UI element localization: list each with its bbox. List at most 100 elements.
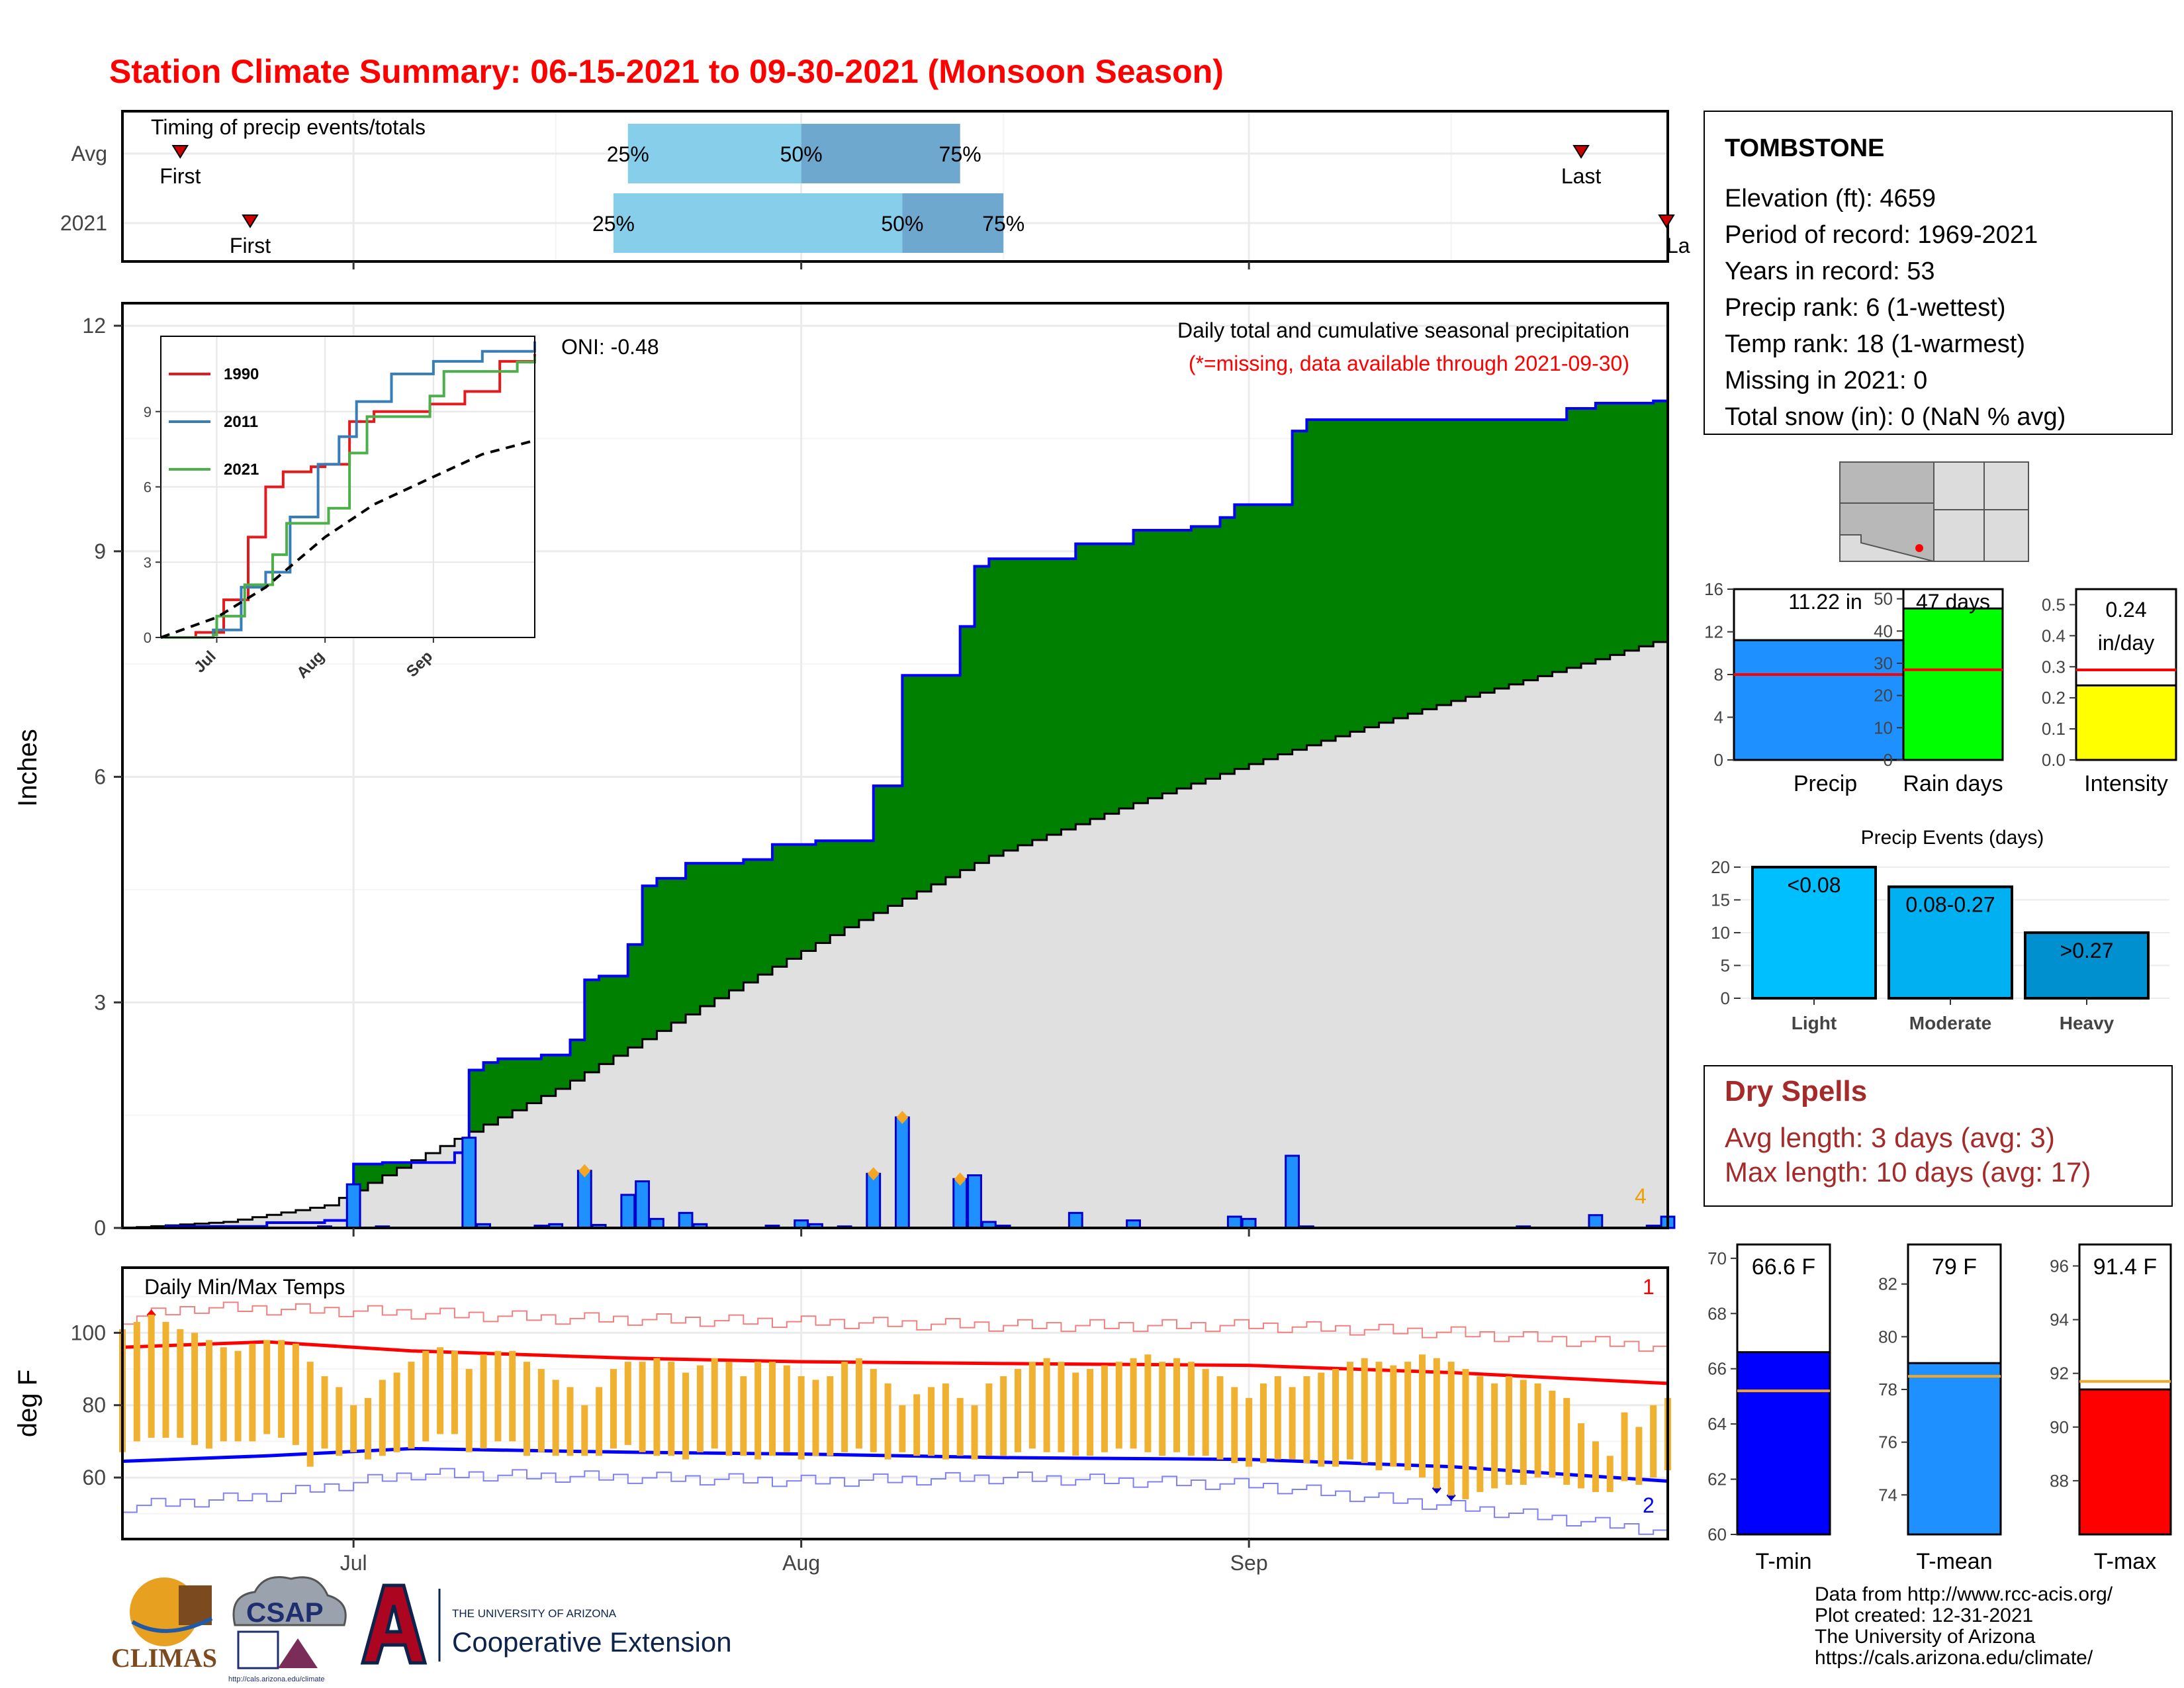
daily-temp-bar bbox=[740, 1376, 747, 1456]
daily-temp-bar bbox=[1635, 1427, 1643, 1485]
summary-bar-y-tick-label: 0 bbox=[1884, 750, 1893, 770]
dry-spells-box: Dry Spells Avg length: 3 days (avg: 3) M… bbox=[1704, 1065, 2173, 1207]
temperature-ylabel: deg F bbox=[13, 1370, 42, 1437]
daily-temp-bar bbox=[1462, 1369, 1469, 1499]
inset-y-tick-label: 3 bbox=[144, 554, 152, 571]
temp-summary-y-tick-label: 74 bbox=[1878, 1485, 1897, 1505]
daily-temp-bar bbox=[1505, 1376, 1512, 1485]
page-title: Station Climate Summary: 06-15-2021 to 0… bbox=[109, 53, 1224, 90]
daily-temp-bar bbox=[465, 1369, 473, 1452]
daily-precip-bar bbox=[1068, 1211, 1083, 1229]
summary-bar-y-tick-label: 40 bbox=[1874, 621, 1893, 641]
daily-temp-bar bbox=[1650, 1405, 1657, 1478]
daily-temp-bar bbox=[220, 1347, 227, 1442]
daily-precip-bar bbox=[866, 1172, 882, 1229]
ua-logo-big-text: Cooperative Extension bbox=[452, 1626, 732, 1658]
daily-precip-bar bbox=[1241, 1217, 1257, 1229]
precip-events-bar-moderate bbox=[1888, 885, 2013, 1000]
summary-bar-y-tick-label: 12 bbox=[1704, 622, 1723, 642]
daily-temp-bar bbox=[133, 1322, 140, 1442]
summary-bar-category-label: Rain days bbox=[1903, 771, 2003, 796]
daily-temp-bar bbox=[278, 1340, 285, 1438]
summary-bar-y-tick-label: 10 bbox=[1874, 718, 1893, 737]
daily-temp-bar bbox=[509, 1350, 516, 1442]
csap-logo: CSAP http://cals.arizona.edu/climate bbox=[228, 1576, 347, 1683]
daily-precip-bar bbox=[1285, 1154, 1300, 1229]
daily-temp-bar bbox=[1289, 1387, 1296, 1460]
daily-precip-bar bbox=[649, 1217, 664, 1229]
daily-temp-bar bbox=[624, 1362, 631, 1445]
temp-summary-y-tick-label: 96 bbox=[2050, 1256, 2069, 1276]
temperature-title: Daily Min/Max Temps bbox=[144, 1275, 345, 1299]
summary-bar-rain-days bbox=[1902, 607, 2004, 761]
timing-first-label: First bbox=[159, 164, 201, 188]
precip-events-category-label: Moderate bbox=[1909, 1013, 1991, 1033]
daily-temp-bar bbox=[1419, 1354, 1426, 1478]
footer-university: The University of Arizona bbox=[1815, 1626, 2036, 1648]
timing-label-25: 25% bbox=[592, 212, 635, 236]
timing-label-50: 50% bbox=[881, 212, 923, 236]
daily-temp-bar bbox=[1361, 1358, 1368, 1464]
daily-precip-bar bbox=[576, 1170, 592, 1229]
temp-summary-value-label: 79 F bbox=[1932, 1254, 1977, 1280]
inset-y-tick-label: 9 bbox=[144, 404, 152, 420]
daily-temp-bar bbox=[523, 1362, 531, 1456]
daily-temp-bar bbox=[1433, 1358, 1440, 1489]
station-temp-rank: Temp rank: 18 (1-warmest) bbox=[1725, 330, 2025, 358]
daily-temp-bar bbox=[408, 1362, 415, 1449]
daily-temp-bar bbox=[437, 1347, 444, 1434]
dry-spells-max: Max length: 10 days (avg: 17) bbox=[1725, 1156, 2091, 1188]
daily-temp-bar bbox=[928, 1387, 935, 1456]
precip-y-tick-label: 9 bbox=[94, 539, 106, 563]
temp-summary-y-tick-label: 88 bbox=[2050, 1471, 2069, 1491]
ua-logo: THE UNIVERSITY OF ARIZONA Cooperative Ex… bbox=[360, 1583, 732, 1665]
summary-bar-y-tick-label: 4 bbox=[1714, 708, 1723, 727]
precip-events-category-label: Heavy bbox=[2060, 1013, 2115, 1033]
inset-series-line-2021 bbox=[161, 355, 536, 639]
station-info-frame bbox=[1704, 111, 2173, 435]
daily-temp-bar bbox=[971, 1405, 978, 1460]
precip-events-y-tick-label: 20 bbox=[1711, 857, 1730, 877]
missing-data-marker bbox=[954, 1172, 966, 1186]
daily-temp-bar bbox=[1477, 1376, 1484, 1492]
daily-temp-bar bbox=[1346, 1362, 1353, 1460]
timing-panel: 25% 50% 75% First Last 25% 50% 75% First La Timin… bbox=[60, 110, 1690, 269]
temperature-summary-bars: 60 62 64 66 68 70 66.6 F T-min 74 76 78 80 82 79 F T-m… bbox=[1707, 1243, 2172, 1574]
summary-bar-y-tick-label: 0.0 bbox=[2042, 750, 2066, 770]
daily-temp-bar bbox=[581, 1405, 588, 1456]
csap-logo-mountain-icon bbox=[278, 1638, 318, 1668]
daily-temp-bar bbox=[1000, 1376, 1007, 1456]
station-info-box: TOMBSTONE Elevation (ft): 4659 Period of… bbox=[1704, 111, 2173, 435]
timing-last-label: Last bbox=[1561, 164, 1602, 188]
footer-data-source: Data from http://www.rcc-acis.org/ bbox=[1815, 1583, 2113, 1605]
summary-bar-y-tick-label: 0.3 bbox=[2042, 657, 2066, 677]
daily-temp-bar bbox=[682, 1372, 690, 1460]
summary-bar-y-tick-label: 0.5 bbox=[2042, 594, 2066, 614]
precip-events-y-tick-label: 10 bbox=[1711, 923, 1730, 943]
precip-ylabel: Inches bbox=[13, 729, 42, 807]
daily-temp-bar bbox=[668, 1362, 675, 1456]
daily-temp-bar bbox=[1231, 1387, 1238, 1464]
daily-temp-bar bbox=[1072, 1372, 1079, 1456]
daily-temp-bar bbox=[148, 1315, 155, 1438]
precip-panel: 0 3 6 9 12 Inches Daily total and cumulative… bbox=[13, 302, 1676, 1240]
precip-y-tick-label: 6 bbox=[94, 765, 106, 789]
daily-temp-bar bbox=[1159, 1362, 1166, 1456]
dry-spells-frame bbox=[1704, 1065, 2173, 1207]
daily-temp-bar bbox=[639, 1362, 646, 1452]
inset-y-tick-label: 0 bbox=[144, 630, 152, 646]
daily-precip-bar bbox=[461, 1137, 477, 1229]
daily-temp-bar bbox=[1534, 1383, 1541, 1478]
precip-cumulative-line bbox=[122, 384, 1669, 1229]
footer-plot-created: Plot created: 12-31-2021 bbox=[1815, 1605, 2033, 1626]
daily-temp-bar bbox=[364, 1397, 371, 1460]
temp-y-tick-label: 60 bbox=[82, 1466, 106, 1489]
precip-surplus-area bbox=[122, 384, 1668, 1229]
summary-bar-precip bbox=[1733, 639, 1918, 761]
precip-y-tick-label: 3 bbox=[94, 990, 106, 1014]
daily-temp-bar bbox=[162, 1322, 169, 1438]
temp-y-tick-label: 80 bbox=[82, 1393, 106, 1417]
timing-label-25: 25% bbox=[607, 142, 649, 166]
daily-temp-bar bbox=[610, 1369, 617, 1449]
